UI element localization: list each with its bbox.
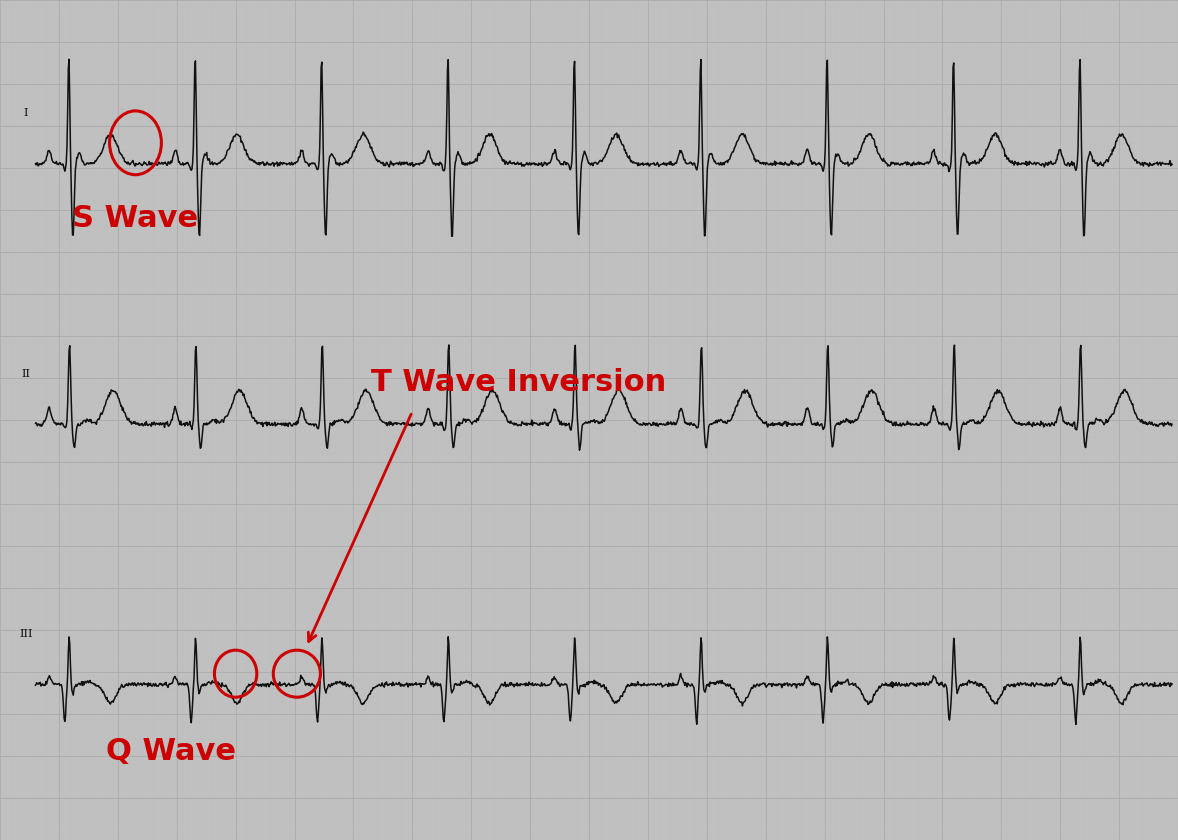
Text: S Wave: S Wave (72, 204, 199, 233)
Text: I: I (24, 108, 28, 118)
Text: T Wave Inversion: T Wave Inversion (371, 368, 666, 396)
Text: III: III (19, 629, 33, 639)
Text: Q Wave: Q Wave (106, 738, 236, 766)
Text: II: II (21, 369, 31, 379)
